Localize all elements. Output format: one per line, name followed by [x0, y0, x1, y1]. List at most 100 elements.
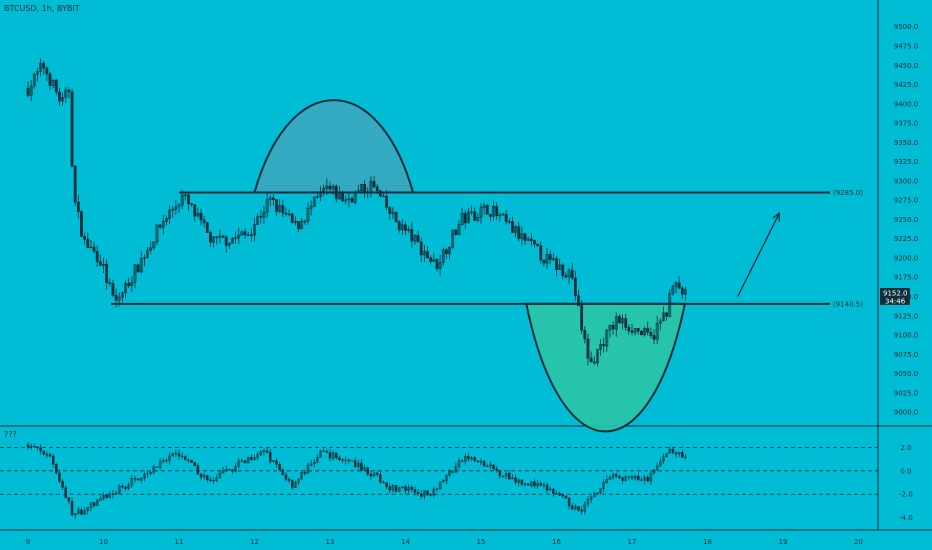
indicator-body: [300, 471, 303, 480]
indicator-body: [268, 452, 272, 462]
indicator-body: [215, 477, 218, 481]
candle-body: [602, 344, 606, 347]
indicator-body: [309, 463, 313, 466]
candle-body: [611, 325, 615, 330]
time-tick-label: 17: [628, 538, 637, 546]
candle-body: [328, 185, 332, 190]
indicator-body: [338, 457, 341, 461]
price-tick-label: 9200.0: [894, 254, 919, 262]
indicator-body: [567, 497, 571, 507]
candle-body: [407, 229, 411, 231]
candle-body: [542, 259, 546, 264]
candle-body: [511, 221, 514, 233]
indicator-body: [561, 495, 565, 497]
indicator-body: [83, 510, 86, 515]
indicator-body: [350, 460, 354, 462]
indicator-body: [366, 467, 369, 475]
candle-body: [202, 219, 206, 224]
projection-arrow[interactable]: [737, 211, 780, 297]
indicator-body: [435, 488, 439, 490]
indicator-body: [596, 492, 599, 494]
indicator-body: [548, 488, 552, 491]
indicator-body: [199, 473, 203, 478]
candle-body: [92, 246, 96, 252]
candle-body: [256, 216, 260, 225]
indicator-body: [121, 485, 124, 488]
candle-body: [36, 71, 39, 75]
candle-body: [142, 257, 146, 259]
indicator-body: [231, 469, 234, 472]
indicator-body: [681, 452, 684, 458]
candle-body: [86, 238, 90, 248]
candle-body: [237, 234, 241, 239]
candle-body: [539, 245, 543, 261]
indicator-body: [577, 506, 580, 511]
price-axis-ticks: 9500.0 9475.0 9450.0 9425.0 9400.0 9375.0 9350…: [894, 23, 919, 416]
candle-body: [293, 220, 297, 223]
indicator-body: [193, 462, 196, 466]
indicator-body: [325, 450, 329, 453]
candle-body: [227, 242, 231, 246]
candle-body: [526, 238, 530, 241]
candle-body: [221, 235, 225, 238]
candle-body: [102, 263, 105, 266]
price-tick-label: 9100.0: [894, 332, 919, 340]
indicator-body: [489, 464, 492, 467]
indicator-body: [633, 475, 637, 479]
indicator-body: [297, 478, 300, 483]
indicator-body: [375, 472, 379, 475]
candle-body: [460, 213, 464, 226]
indicator-body: [328, 452, 332, 459]
indicator-body: [621, 477, 624, 481]
indicator-body: [542, 484, 546, 486]
candle-body: [589, 357, 593, 363]
price-tick-label: 9275.0: [894, 197, 919, 205]
candle-body: [331, 185, 335, 190]
indicator-body: [476, 460, 480, 463]
candle-body: [413, 235, 417, 242]
candle-body: [350, 198, 354, 203]
indicator-body: [470, 457, 473, 460]
candle-body: [419, 241, 423, 256]
candle-body: [300, 220, 304, 230]
indicator-body: [322, 450, 325, 452]
candle-body: [187, 194, 190, 205]
indicator-body: [287, 479, 291, 481]
candle-body: [243, 231, 247, 235]
candle-body: [451, 229, 455, 248]
candle-body: [545, 254, 549, 264]
price-tick-label: 9475.0: [894, 42, 919, 50]
candle-body: [422, 251, 426, 256]
indicator-body: [369, 474, 373, 477]
candle-body: [624, 318, 628, 328]
candle-body: [435, 258, 439, 269]
candle-body: [312, 196, 316, 207]
indicator-body: [149, 472, 152, 474]
indicator-body: [574, 506, 577, 510]
candle-body: [573, 277, 577, 297]
indicator-body: [649, 472, 653, 482]
indicator-body: [618, 475, 621, 478]
indicator-body: [117, 485, 121, 494]
candle-body: [174, 206, 178, 210]
candle-body: [416, 235, 420, 243]
price-tick-label: 9000.0: [894, 409, 919, 417]
candle-body: [360, 184, 363, 192]
indicator-body: [615, 474, 618, 477]
price-tick-label: 9350.0: [894, 139, 919, 147]
indicator-body: [646, 477, 649, 482]
candle-body: [262, 211, 266, 218]
candle-body: [564, 275, 568, 278]
indicator-body: [294, 482, 297, 488]
indicator-body: [652, 469, 656, 474]
indicator-body: [171, 453, 174, 457]
price-tick-label: 9175.0: [894, 274, 919, 282]
candle-body: [448, 246, 451, 255]
indicator-body: [77, 509, 80, 514]
indicator-body: [602, 482, 605, 489]
candle-body: [473, 211, 477, 221]
candle-body: [42, 62, 46, 69]
indicator-body: [237, 460, 241, 467]
candle-body: [325, 185, 329, 189]
indicator-body: [445, 474, 448, 481]
